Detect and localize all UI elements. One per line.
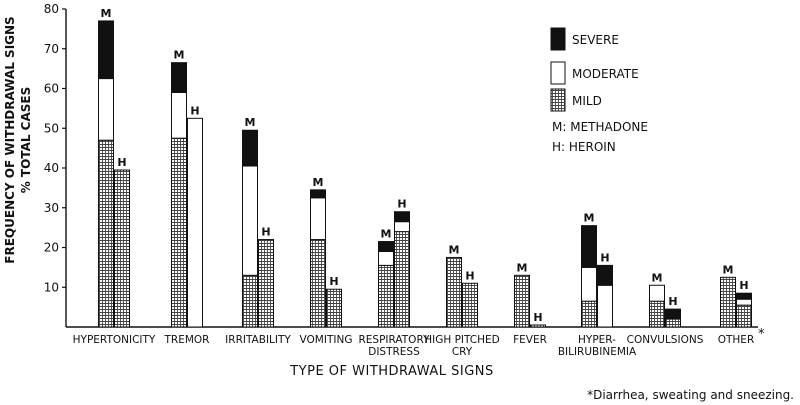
bar-letter-fever-h: H [533,311,542,324]
bar-hypertonicity-m-severe [98,20,114,80]
x-tick-label-fever: FEVER [513,334,547,346]
bar-tremor-m-moderate [171,91,187,139]
x-axis-title: TYPE OF WITHDRAWAL SIGNS [289,364,494,379]
chart-legend: SEVERE MODERATE MILD M: METHADONE H: HEROIN [550,27,648,154]
x-tick-label-hyper-bilirubinemia: BILIRUBINEMIA [558,346,637,358]
bar-letter-hypertonicity-h: H [117,156,126,169]
bar-convulsions-m-moderate [649,284,665,302]
x-tick-label-respiratory-distress: RESPIRATORY [359,334,431,346]
bar-letter-fever-m: M [517,261,528,274]
x-tick-label-irritability: IRRITABILITY [225,334,291,346]
x-tick-label-mark: * [758,327,765,342]
bar-high-pitched-cry-m-mild [446,256,462,328]
bar-irritability-h-mild [258,239,274,328]
x-tick-label-respiratory-distress: DISTRESS [368,346,420,358]
bar-other-h-mild [736,304,752,328]
legend-swatch-moderate [550,61,566,85]
bar-letter-other-m: M [723,263,734,276]
bar-vomiting-m-mild [310,239,326,328]
bar-high-pitched-cry-h-mild [462,282,478,328]
x-tick-label-other: OTHER [718,334,755,346]
x-tick-label-high-pitched-cry: CRY [452,346,473,358]
x-tick-label-tremor: TREMOR [164,334,210,346]
bar-letter-high-pitched-cry-m: M [449,243,460,256]
bar-letter-hyper-bilirubinemia-m: M [584,212,595,225]
bar-hyper-bilirubinemia-h-severe [597,264,613,286]
bar-tremor-m-mild [171,137,187,328]
bar-hyper-bilirubinemia-m-severe [581,225,597,268]
y-tick-label: 50 [44,121,59,135]
y-axis-title-line2: % TOTAL CASES [19,87,33,194]
y-tick-label: 60 [44,82,59,96]
bar-letter-respiratory-distress-h: H [397,198,406,211]
bar-other-h-severe [736,292,752,300]
bar-irritability-m-moderate [242,165,258,276]
bar-respiratory-distress-m-severe [378,241,394,252]
bar-hypertonicity-m-mild [98,139,114,328]
legend-note-methadone: M: METHADONE [552,120,648,134]
bar-convulsions-m-mild [649,300,665,328]
bar-vomiting-h-mild [326,288,342,328]
bar-letter-vomiting-m: M [313,176,324,189]
y-axis-title-line1: FREQUENCY OF WITHDRAWAL SIGNS [3,16,17,263]
y-tick-label: 40 [44,161,59,175]
bar-convulsions-h-severe [665,308,681,320]
bar-letter-other-h: H [739,279,748,292]
footnote: *Diarrhea, sweating and sneezing. [587,388,794,402]
x-tick-label-high-pitched-cry: HIGH PITCHED [424,334,500,346]
bar-other-h-moderate [736,298,752,306]
bar-fever-h-mild [530,324,546,328]
bar-letter-tremor-h: H [190,104,199,117]
bar-hyper-bilirubinemia-m-moderate [581,266,597,302]
bar-hypertonicity-m-moderate [98,78,114,141]
bar-letter-irritability-h: H [261,226,270,239]
bar-letter-hypertonicity-m: M [101,7,112,20]
bar-letter-vomiting-h: H [329,275,338,288]
bar-irritability-m-mild [242,274,258,328]
bar-letter-hyper-bilirubinemia-h: H [600,251,609,264]
bar-hypertonicity-h-mild [114,169,130,328]
legend-label-moderate: MODERATE [572,67,639,81]
y-tick-label: 20 [44,241,59,255]
legend-swatch-severe [550,27,566,51]
bar-vomiting-m-moderate [310,197,326,241]
y-tick-label: 30 [44,201,59,215]
bar-letter-irritability-m: M [245,116,256,129]
bar-hyper-bilirubinemia-m-mild [581,300,597,328]
bar-letter-convulsions-h: H [668,295,677,308]
bar-vomiting-m-severe [310,189,326,199]
y-tick-label: 10 [44,280,59,294]
bar-irritability-m-severe [242,129,258,167]
x-tick-label-hypertonicity: HYPERTONICITY [73,334,156,346]
bar-letter-convulsions-m: M [652,271,663,284]
bar-fever-m-mild [514,274,530,328]
y-tick-label: 80 [44,2,59,16]
bar-respiratory-distress-h-mild [394,231,410,328]
bar-hyper-bilirubinemia-h-moderate [597,284,613,328]
legend-note-heroin: H: HEROIN [552,140,616,154]
bar-letter-high-pitched-cry-h: H [465,269,474,282]
legend-label-severe: SEVERE [572,33,619,47]
bar-convulsions-h-mild [665,318,681,328]
bar-letter-tremor-m: M [174,49,185,62]
x-tick-label-hyper-bilirubinemia: HYPER- [578,334,616,346]
bar-respiratory-distress-h-moderate [394,221,410,233]
bar-respiratory-distress-h-severe [394,211,410,223]
bar-tremor-h-moderate [187,117,203,328]
x-tick-label-convulsions: CONVULSIONS [627,334,704,346]
legend-swatch-mild [550,88,566,112]
y-tick-label: 70 [44,42,59,56]
legend-label-mild: MILD [572,94,602,108]
x-category-labels: HYPERTONICITY TREMOR IRRITABILITY VOMITING R… [73,327,765,358]
bar-respiratory-distress-m-moderate [378,250,394,266]
bar-tremor-m-severe [171,62,187,93]
x-tick-label-vomiting: VOMITING [300,334,353,346]
bar-respiratory-distress-m-mild [378,264,394,328]
bar-letter-respiratory-distress-m: M [381,228,392,241]
bar-other-m-mild [720,276,736,328]
